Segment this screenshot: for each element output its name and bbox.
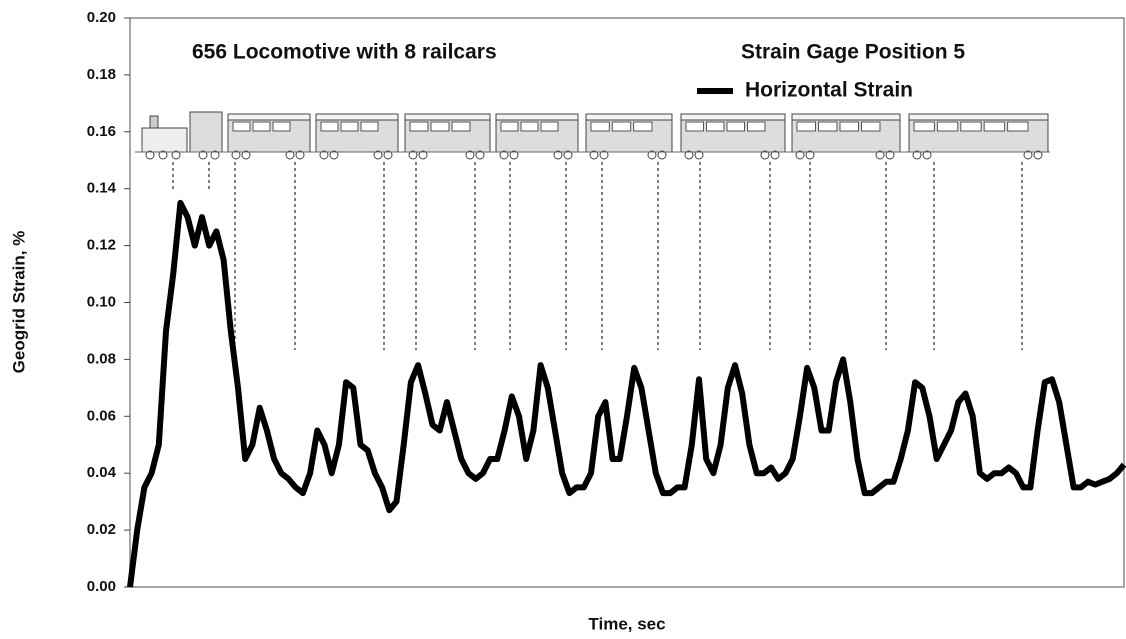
railcar-window: [452, 122, 470, 131]
plot-frame: [130, 18, 1124, 587]
railcar-window: [591, 122, 609, 131]
locomotive-cab: [190, 112, 222, 152]
y-tick-label: 0.12: [87, 237, 116, 254]
annotation: Strain Gage Position 5: [741, 41, 965, 64]
railcar-band: [792, 114, 900, 120]
y-tick-label: 0.06: [87, 407, 116, 424]
railcar-window: [937, 122, 957, 131]
y-tick-label: 0.18: [87, 66, 116, 83]
railcar-window: [273, 122, 290, 131]
railcar-window: [634, 122, 652, 131]
railcar-window: [862, 122, 881, 131]
railcar-window: [707, 122, 725, 131]
railcar-window: [914, 122, 934, 131]
train-illustration: [135, 112, 1050, 350]
y-tick-label: 0.02: [87, 521, 116, 538]
chart: 656 Locomotive with 8 railcars Strain Ga…: [0, 0, 1126, 639]
railcar-window: [521, 122, 538, 131]
y-axis-label: Geogrid Strain, %: [9, 231, 28, 374]
railcar-window: [361, 122, 378, 131]
railcar-window: [321, 122, 338, 131]
locomotive-stack: [150, 116, 158, 128]
railcar-window: [797, 122, 816, 131]
railcar-window: [541, 122, 558, 131]
y-tick-label: 0.16: [87, 123, 116, 140]
y-tick-label: 0.08: [87, 350, 116, 367]
legend-label: Horizontal Strain: [745, 79, 913, 102]
railcar-window: [341, 122, 358, 131]
y-tick-label: 0.14: [87, 180, 117, 197]
railcar-window: [410, 122, 428, 131]
railcar-band: [228, 114, 310, 120]
railcar-window: [686, 122, 704, 131]
railcar-window: [431, 122, 449, 131]
railcar-window: [748, 122, 766, 131]
locomotive: [142, 128, 187, 152]
railcar-band: [405, 114, 490, 120]
annotation: 656 Locomotive with 8 railcars: [192, 41, 497, 64]
y-tick-label: 0.20: [87, 9, 116, 26]
railcar-window: [984, 122, 1004, 131]
x-axis-label: Time, sec: [588, 614, 665, 633]
railcar-window: [840, 122, 859, 131]
data-line: [130, 203, 1124, 587]
railcar-window: [961, 122, 981, 131]
railcar-band: [909, 114, 1048, 120]
railcar-band: [586, 114, 672, 120]
railcar-band: [316, 114, 398, 120]
y-tick-label: 0.04: [87, 464, 117, 481]
railcar-window: [253, 122, 270, 131]
y-tick-label: 0.10: [87, 293, 116, 310]
railcar-window: [819, 122, 838, 131]
railcar-window: [612, 122, 630, 131]
railcar-window: [501, 122, 518, 131]
y-tick-label: 0.00: [87, 578, 116, 595]
railcar-band: [496, 114, 578, 120]
railcar-window: [727, 122, 745, 131]
railcar-window: [1008, 122, 1028, 131]
railcar-band: [681, 114, 785, 120]
railcar-window: [233, 122, 250, 131]
